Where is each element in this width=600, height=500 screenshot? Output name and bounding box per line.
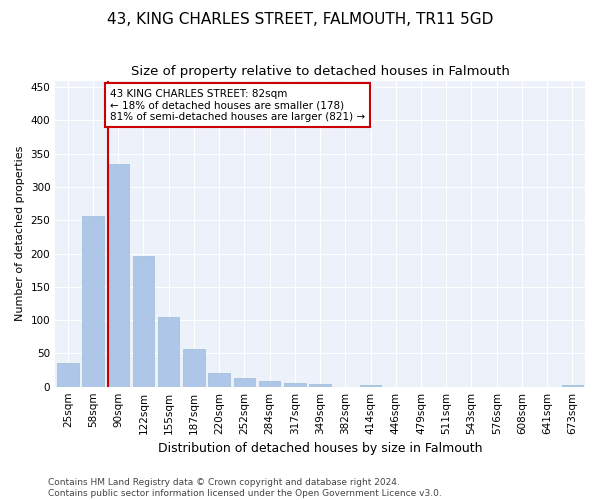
Bar [310, 384, 331, 386]
Bar [107, 164, 129, 386]
X-axis label: Distribution of detached houses by size in Falmouth: Distribution of detached houses by size … [158, 442, 482, 455]
Bar [57, 364, 79, 386]
Bar [562, 384, 583, 386]
Bar [183, 348, 205, 387]
Text: Contains HM Land Registry data © Crown copyright and database right 2024.
Contai: Contains HM Land Registry data © Crown c… [48, 478, 442, 498]
Bar [360, 384, 381, 386]
Text: 43, KING CHARLES STREET, FALMOUTH, TR11 5GD: 43, KING CHARLES STREET, FALMOUTH, TR11 … [107, 12, 493, 28]
Bar [208, 374, 230, 386]
Bar [284, 382, 305, 386]
Bar [82, 216, 104, 386]
Y-axis label: Number of detached properties: Number of detached properties [15, 146, 25, 322]
Text: 43 KING CHARLES STREET: 82sqm
← 18% of detached houses are smaller (178)
81% of : 43 KING CHARLES STREET: 82sqm ← 18% of d… [110, 88, 365, 122]
Bar [133, 256, 154, 386]
Bar [259, 380, 280, 386]
Bar [233, 378, 255, 386]
Bar [158, 318, 179, 386]
Title: Size of property relative to detached houses in Falmouth: Size of property relative to detached ho… [131, 65, 509, 78]
